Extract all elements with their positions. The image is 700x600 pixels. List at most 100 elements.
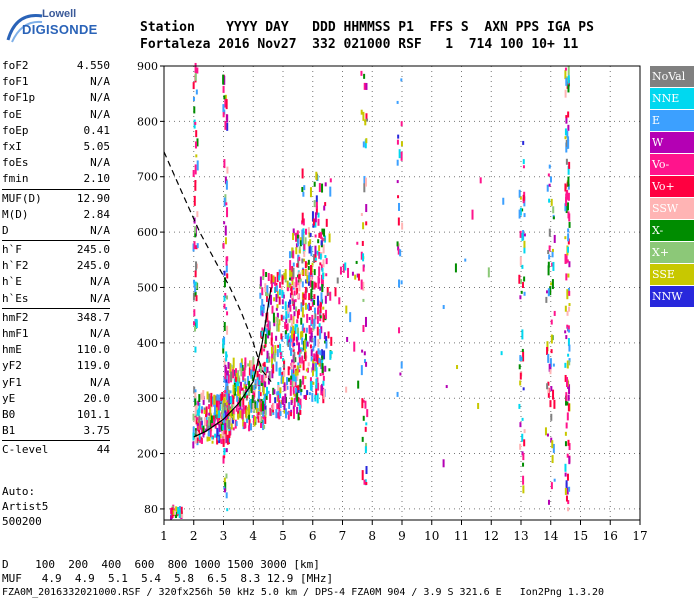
echo-mark [202, 425, 205, 434]
param-key: foEs [2, 156, 29, 170]
echo-mark [365, 204, 368, 213]
echo-mark [297, 238, 300, 247]
echo-mark [218, 403, 221, 409]
echo-mark [252, 357, 255, 368]
echo-mark [313, 283, 316, 289]
y-tick-label: 900 [137, 60, 158, 73]
echo-mark [292, 408, 295, 419]
echo-mark [194, 396, 197, 407]
echo-mark [295, 247, 298, 255]
echo-mark [400, 141, 403, 147]
echo-mark [311, 366, 314, 376]
echo-mark [299, 389, 302, 396]
echo-mark [289, 268, 292, 277]
echo-mark [258, 373, 261, 380]
echo-mark [270, 337, 273, 346]
echo-mark [547, 265, 550, 276]
echo-mark [205, 428, 208, 432]
echo-mark [196, 67, 199, 74]
echo-mark [324, 202, 327, 207]
echo-mark [293, 330, 296, 341]
echo-mark [194, 164, 197, 175]
echo-mark [283, 369, 286, 377]
echo-mark [195, 281, 198, 289]
echo-mark [273, 297, 276, 302]
echo-mark [276, 412, 279, 419]
echo-mark [194, 179, 197, 183]
echo-mark [328, 368, 331, 372]
x-tick-label: 4 [249, 529, 257, 543]
param-row: hmF2 348.7 [2, 310, 110, 326]
echo-mark [200, 406, 203, 412]
echo-mark [268, 327, 271, 336]
echo-mark [363, 359, 366, 364]
echo-mark [564, 128, 567, 136]
echo-mark [223, 455, 226, 459]
echo-mark [568, 344, 571, 352]
echo-mark [311, 301, 314, 307]
echo-mark [286, 385, 289, 390]
echo-mark [300, 331, 303, 340]
echo-mark [277, 323, 280, 332]
echo-mark [309, 187, 312, 198]
echo-mark [170, 507, 173, 514]
echo-mark [522, 475, 525, 485]
echo-mark [306, 304, 309, 310]
echo-mark [283, 382, 286, 392]
echo-mark [225, 473, 228, 479]
echo-mark [223, 393, 226, 397]
echo-mark [567, 111, 570, 118]
echo-mark [291, 277, 294, 286]
echo-mark [223, 270, 226, 276]
echo-mark [193, 321, 196, 326]
echo-mark [301, 235, 304, 246]
echo-mark [302, 218, 305, 226]
echo-mark [321, 279, 324, 287]
echo-mark [225, 405, 228, 414]
echo-mark [519, 422, 522, 428]
echo-mark [198, 402, 201, 413]
echo-mark [259, 276, 262, 287]
echo-mark [239, 385, 242, 395]
echo-mark [253, 371, 256, 378]
echo-mark [202, 390, 205, 401]
echo-mark [293, 351, 296, 362]
echo-mark [298, 274, 301, 280]
echo-mark [344, 262, 347, 271]
echo-mark [546, 290, 549, 294]
echo-mark [304, 268, 307, 276]
echo-mark [219, 433, 222, 438]
echo-mark [294, 299, 297, 303]
echo-mark [224, 422, 227, 430]
echo-mark [306, 367, 309, 373]
echo-mark [566, 377, 569, 388]
echo-mark [552, 206, 555, 214]
echo-mark [299, 409, 302, 415]
echo-mark [547, 250, 550, 255]
echo-mark [566, 310, 569, 316]
echo-mark [242, 419, 245, 427]
echo-mark [276, 312, 279, 318]
echo-mark [238, 363, 241, 372]
echo-mark [305, 263, 308, 267]
echo-mark [521, 264, 524, 269]
echo-mark [226, 508, 229, 512]
echo-mark [303, 339, 306, 350]
echo-mark [294, 382, 297, 388]
echo-mark [302, 360, 305, 371]
echo-mark [196, 160, 199, 171]
echo-mark [282, 357, 285, 361]
echo-mark [224, 225, 227, 236]
echo-mark [316, 295, 319, 306]
echo-mark [568, 221, 571, 228]
echo-mark [177, 506, 180, 514]
echo-mark [263, 382, 266, 388]
echo-mark [253, 364, 256, 371]
param-key: B0 [2, 407, 16, 421]
echo-mark [225, 448, 228, 453]
echo-mark [209, 428, 212, 433]
echo-traces [170, 62, 571, 520]
echo-mark [302, 258, 305, 262]
echo-mark [361, 349, 364, 353]
